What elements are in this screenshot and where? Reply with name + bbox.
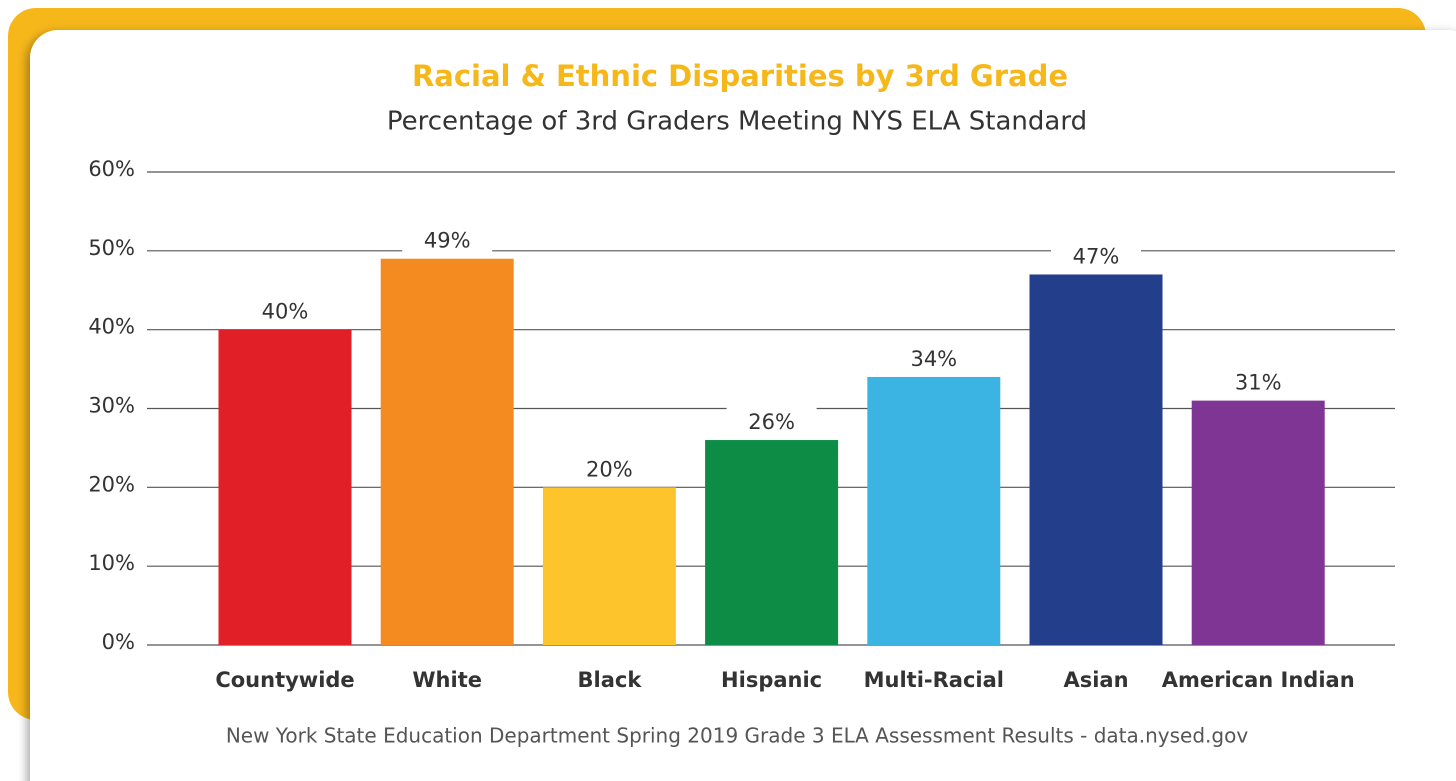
label-bg bbox=[240, 295, 330, 326]
value-label: 40% bbox=[262, 300, 309, 324]
value-label: 49% bbox=[424, 229, 471, 253]
bar bbox=[867, 376, 1001, 645]
value-label: 47% bbox=[1073, 244, 1120, 268]
bar bbox=[380, 258, 514, 645]
label-bg bbox=[1213, 366, 1304, 397]
y-tick-label: 10% bbox=[88, 551, 135, 575]
chart-title: Racial & Ethnic Disparities by 3rd Grade bbox=[412, 59, 1068, 93]
label-bg bbox=[402, 224, 493, 255]
bar bbox=[1029, 274, 1163, 645]
y-tick-label: 20% bbox=[88, 472, 135, 496]
label-bg bbox=[564, 453, 655, 484]
y-tick-label: 50% bbox=[88, 236, 135, 260]
y-tick-label: 60% bbox=[88, 157, 135, 181]
chart-subtitle: Percentage of 3rd Graders Meeting NYS EL… bbox=[387, 107, 1087, 137]
label-bg bbox=[726, 406, 817, 437]
x-tick-label: American Indian bbox=[1162, 668, 1355, 692]
y-tick-label: 30% bbox=[88, 394, 135, 418]
x-tick-label: Asian bbox=[1063, 668, 1128, 692]
bar bbox=[542, 487, 676, 645]
bar bbox=[705, 440, 839, 645]
y-tick-label: 40% bbox=[88, 315, 135, 339]
x-tick-label: Multi-Racial bbox=[864, 668, 1004, 692]
x-tick-label: Hispanic bbox=[721, 668, 822, 692]
x-tick-label: Black bbox=[578, 668, 643, 692]
value-label: 31% bbox=[1235, 371, 1282, 395]
value-label: 34% bbox=[910, 347, 957, 371]
bar bbox=[1191, 400, 1325, 645]
value-label: 26% bbox=[748, 410, 795, 434]
value-label: 20% bbox=[586, 457, 633, 481]
x-tick-label: Countywide bbox=[215, 668, 354, 692]
label-bg bbox=[888, 342, 979, 373]
bar bbox=[218, 329, 352, 645]
label-bg bbox=[1051, 240, 1141, 271]
source-note: New York State Education Department Spri… bbox=[226, 724, 1248, 748]
x-tick-label: White bbox=[412, 668, 482, 692]
y-tick-label: 0% bbox=[102, 630, 135, 654]
